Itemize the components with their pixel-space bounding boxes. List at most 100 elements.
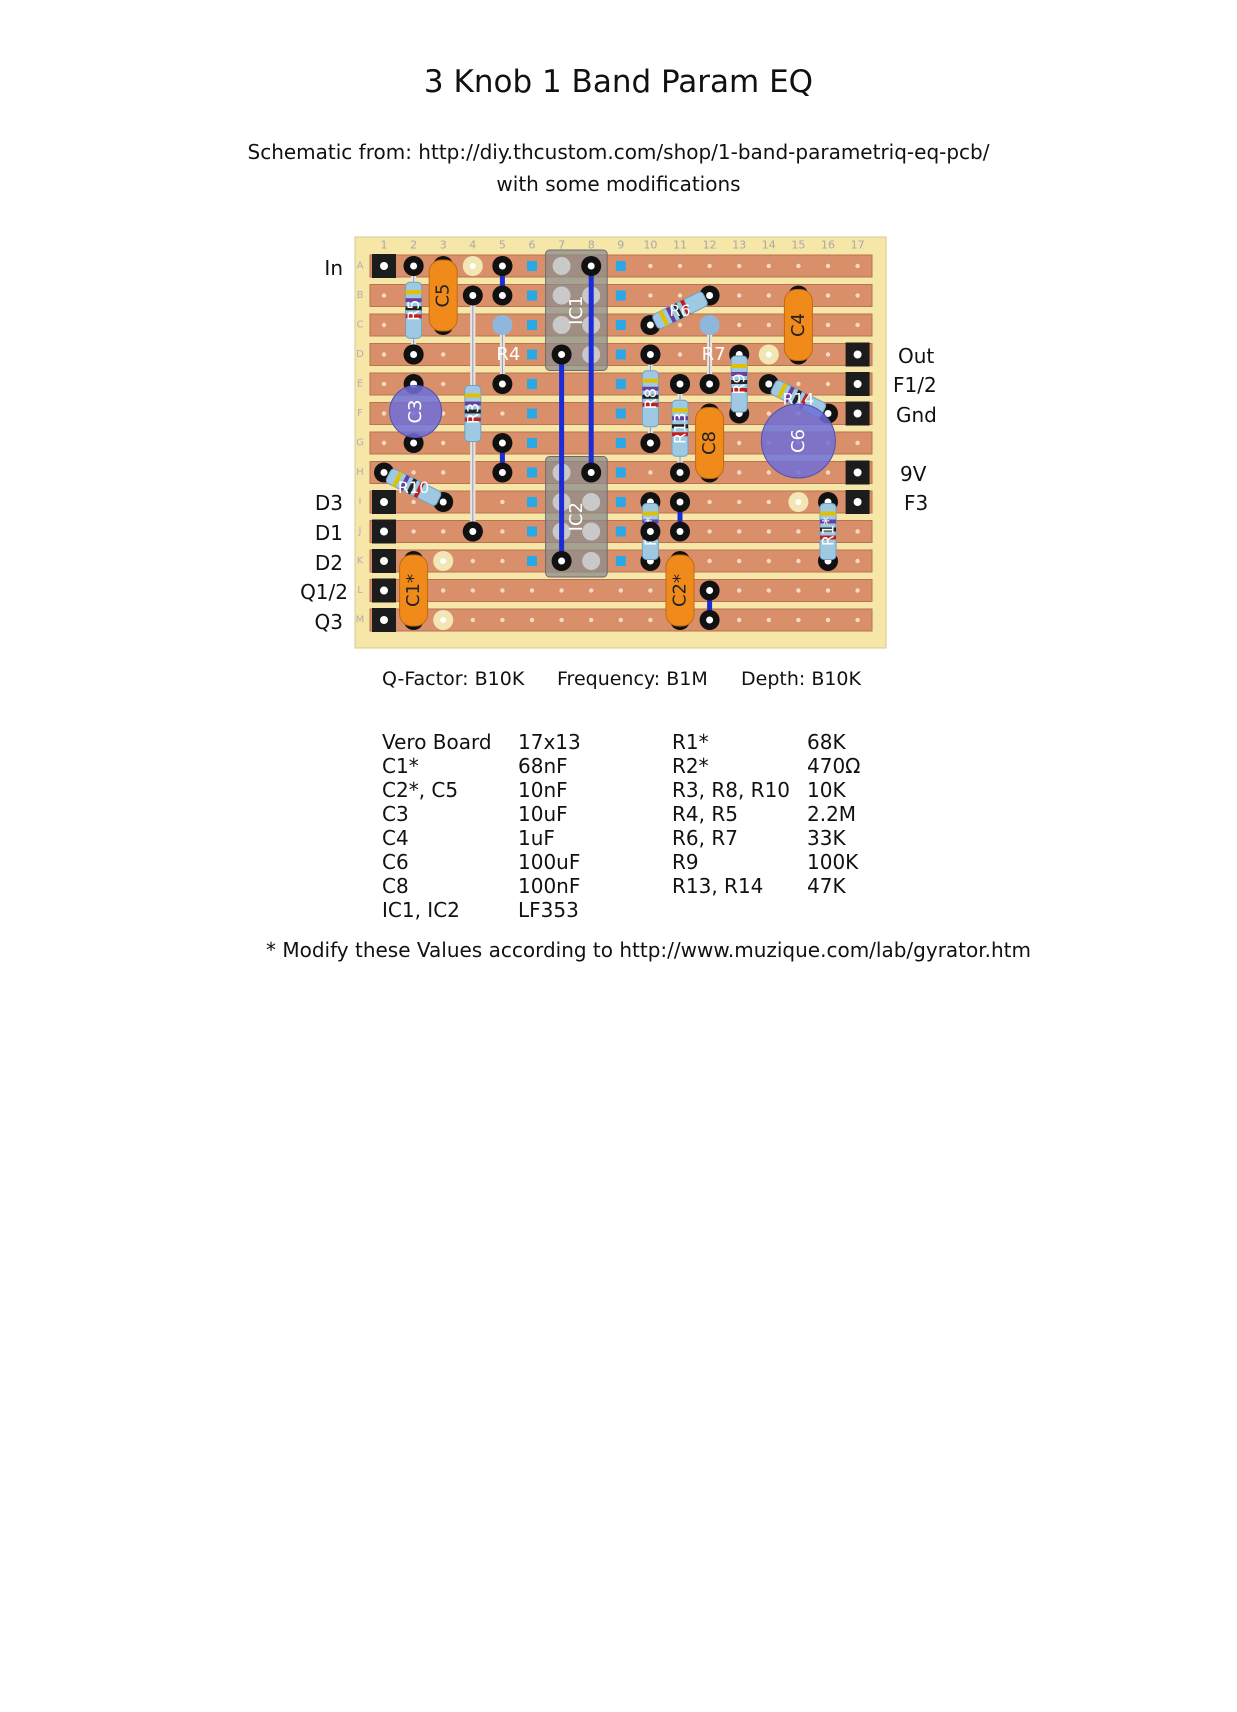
column-number: 1 [381,239,388,252]
joint-hole [498,292,506,299]
strip-hole [618,588,623,593]
strip-hole [766,499,771,505]
strip-hole [707,558,712,564]
row-letter: J [358,526,362,537]
label-d2: D2 [314,551,343,575]
resistor-band [642,386,659,391]
empty-pad-hole [765,351,772,358]
connector-hole [380,527,388,536]
resistor-end-pad [699,315,720,335]
resistor-label: R1* [819,517,838,546]
strip-hole [766,293,771,298]
bom-value: 2.2M [807,802,857,826]
pot-depth: Depth: B10K [741,668,861,690]
column-number: 14 [762,239,776,252]
strip-hole [855,440,860,446]
connector-hole [380,498,388,506]
vero-board-layout: 1 2 3 4 5 6 7 8 9 10 11 12 13 14 15 16 17ABCDEFGHIJKLMIC… [354,236,887,649]
electrolytic-label: C3 [405,399,426,423]
strip-hole [441,381,446,387]
resistor-label: R9 [730,373,749,394]
bom-part: C3 [382,802,409,826]
resistor-band [820,535,836,540]
strip-cut [615,408,626,419]
capacitor-label: C1* [403,574,424,607]
strip-cut [527,438,537,448]
joint-hole [824,410,832,417]
resistor-band [820,519,836,524]
capacitor-label: C5 [433,283,454,307]
strip-cut [615,320,626,330]
strip-hole [618,617,623,623]
strip-hole [825,263,831,269]
strip-hole [825,381,831,387]
strip-hole [648,263,653,269]
joint-hole [765,380,773,388]
bom-value: 470Ω [807,754,861,778]
page-title: 3 Knob 1 Band Param EQ [423,64,814,100]
strip-hole [381,440,387,446]
electrolytic-capacitor [760,403,836,479]
strip-hole [796,263,801,269]
empty-pad-hole [795,499,802,505]
resistor-band [665,306,677,323]
resistor-band [731,372,748,376]
strip-hole [441,440,446,446]
strip-hole [677,293,683,298]
joint-hole [469,528,477,535]
label-q3: Q3 [314,610,343,634]
resistor-band [464,417,481,422]
strip-hole [411,499,416,505]
ic-pin [552,316,571,334]
row-letter: L [357,585,363,596]
strip-hole [381,293,387,298]
column-number: 5 [499,239,506,252]
strip-hole [411,529,416,534]
resistor-band [672,303,684,320]
bom-part: C4 [382,826,409,850]
strip-hole [855,263,860,269]
bom-value: 68K [807,730,846,754]
bom-part: C6 [382,850,409,874]
bom-value: 33K [807,826,846,850]
connector-hole [380,262,388,270]
bom-part: R2* [672,754,709,778]
resistor-band [731,364,748,368]
resistor-band [672,408,688,413]
label-f3: F3 [904,491,929,515]
ic-pin [582,493,601,511]
subtitle-line-2: with some modifications [496,172,741,196]
strip-cut [615,349,626,360]
resistor-band [464,401,481,406]
subtitle-line-1: Schematic from: http://diy.thcustom.com/… [247,140,990,164]
bom-part: R1* [672,730,709,754]
connector-hole [853,498,862,506]
bom-value: 1uF [518,826,555,850]
capacitor-label: C4 [788,313,809,337]
strip-hole [766,322,771,328]
strip-hole [825,352,831,357]
strip-cut [615,497,626,507]
capacitor-label: C2* [670,574,691,607]
capacitor-body [665,554,695,627]
electrolytic-label: C6 [788,429,809,453]
joint-hole [498,469,506,476]
joint-hole [706,616,714,624]
strip-hole [441,352,446,357]
capacitor-body [783,289,813,361]
row-letter: A [357,261,364,272]
row-letter: E [357,379,363,390]
strip-hole [825,293,831,298]
strip-cut [615,290,626,301]
strip-hole [648,588,653,593]
bom-part: C1* [382,754,419,778]
bom-part: C2*, C5 [382,778,459,802]
joint-hole [646,439,654,447]
strip-hole [855,293,860,298]
resistor-band [791,389,802,406]
bom-value: 47K [807,874,846,898]
strip-cut [615,261,626,271]
resistor-label-R4: R4 [496,344,520,365]
joint-hole [706,380,714,388]
strip-hole [648,617,653,623]
